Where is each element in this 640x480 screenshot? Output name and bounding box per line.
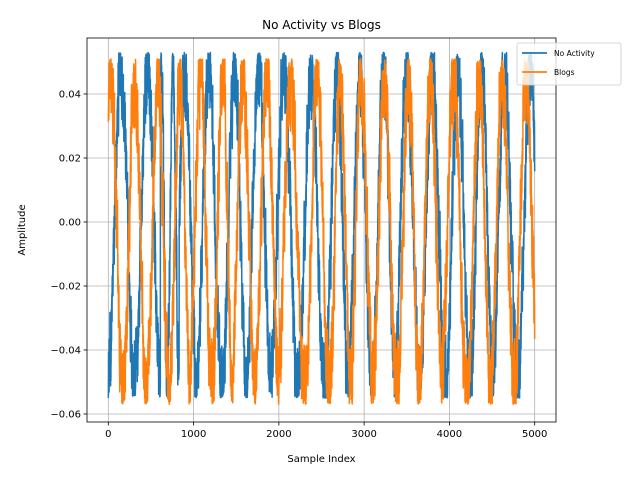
y-tick-label: 0.02 [59, 154, 81, 165]
y-tick-label: −0.02 [50, 282, 81, 293]
legend-label: Blogs [554, 68, 575, 77]
x-tick-label: 2000 [266, 429, 291, 440]
x-tick-label: 4000 [437, 429, 462, 440]
y-axis-label: Amplitude [17, 204, 28, 255]
series-line-no-activity [107, 51, 536, 399]
x-axis-label: Sample Index [287, 454, 355, 465]
legend-label: No Activity [554, 49, 595, 58]
x-tick-label: 0 [105, 429, 111, 440]
axes-frame [86, 37, 557, 423]
y-tick-label: 0.00 [59, 218, 81, 229]
x-tick-label: 3000 [351, 429, 376, 440]
y-tick-label: −0.06 [50, 410, 81, 421]
series-line-blogs [107, 58, 536, 406]
y-tick-label: −0.04 [50, 346, 81, 357]
y-axis: −0.06 −0.04 −0.02 0.00 0.02 0.04 [50, 90, 87, 421]
plot-area [107, 51, 536, 406]
x-axis: 0 1000 2000 3000 4000 5000 [105, 422, 547, 440]
x-tick-label: 1000 [181, 429, 206, 440]
chart-title: No Activity vs Blogs [262, 18, 381, 32]
y-tick-label: 0.04 [59, 90, 81, 101]
legend: No Activity Blogs [516, 42, 622, 86]
x-tick-label: 5000 [522, 429, 547, 440]
